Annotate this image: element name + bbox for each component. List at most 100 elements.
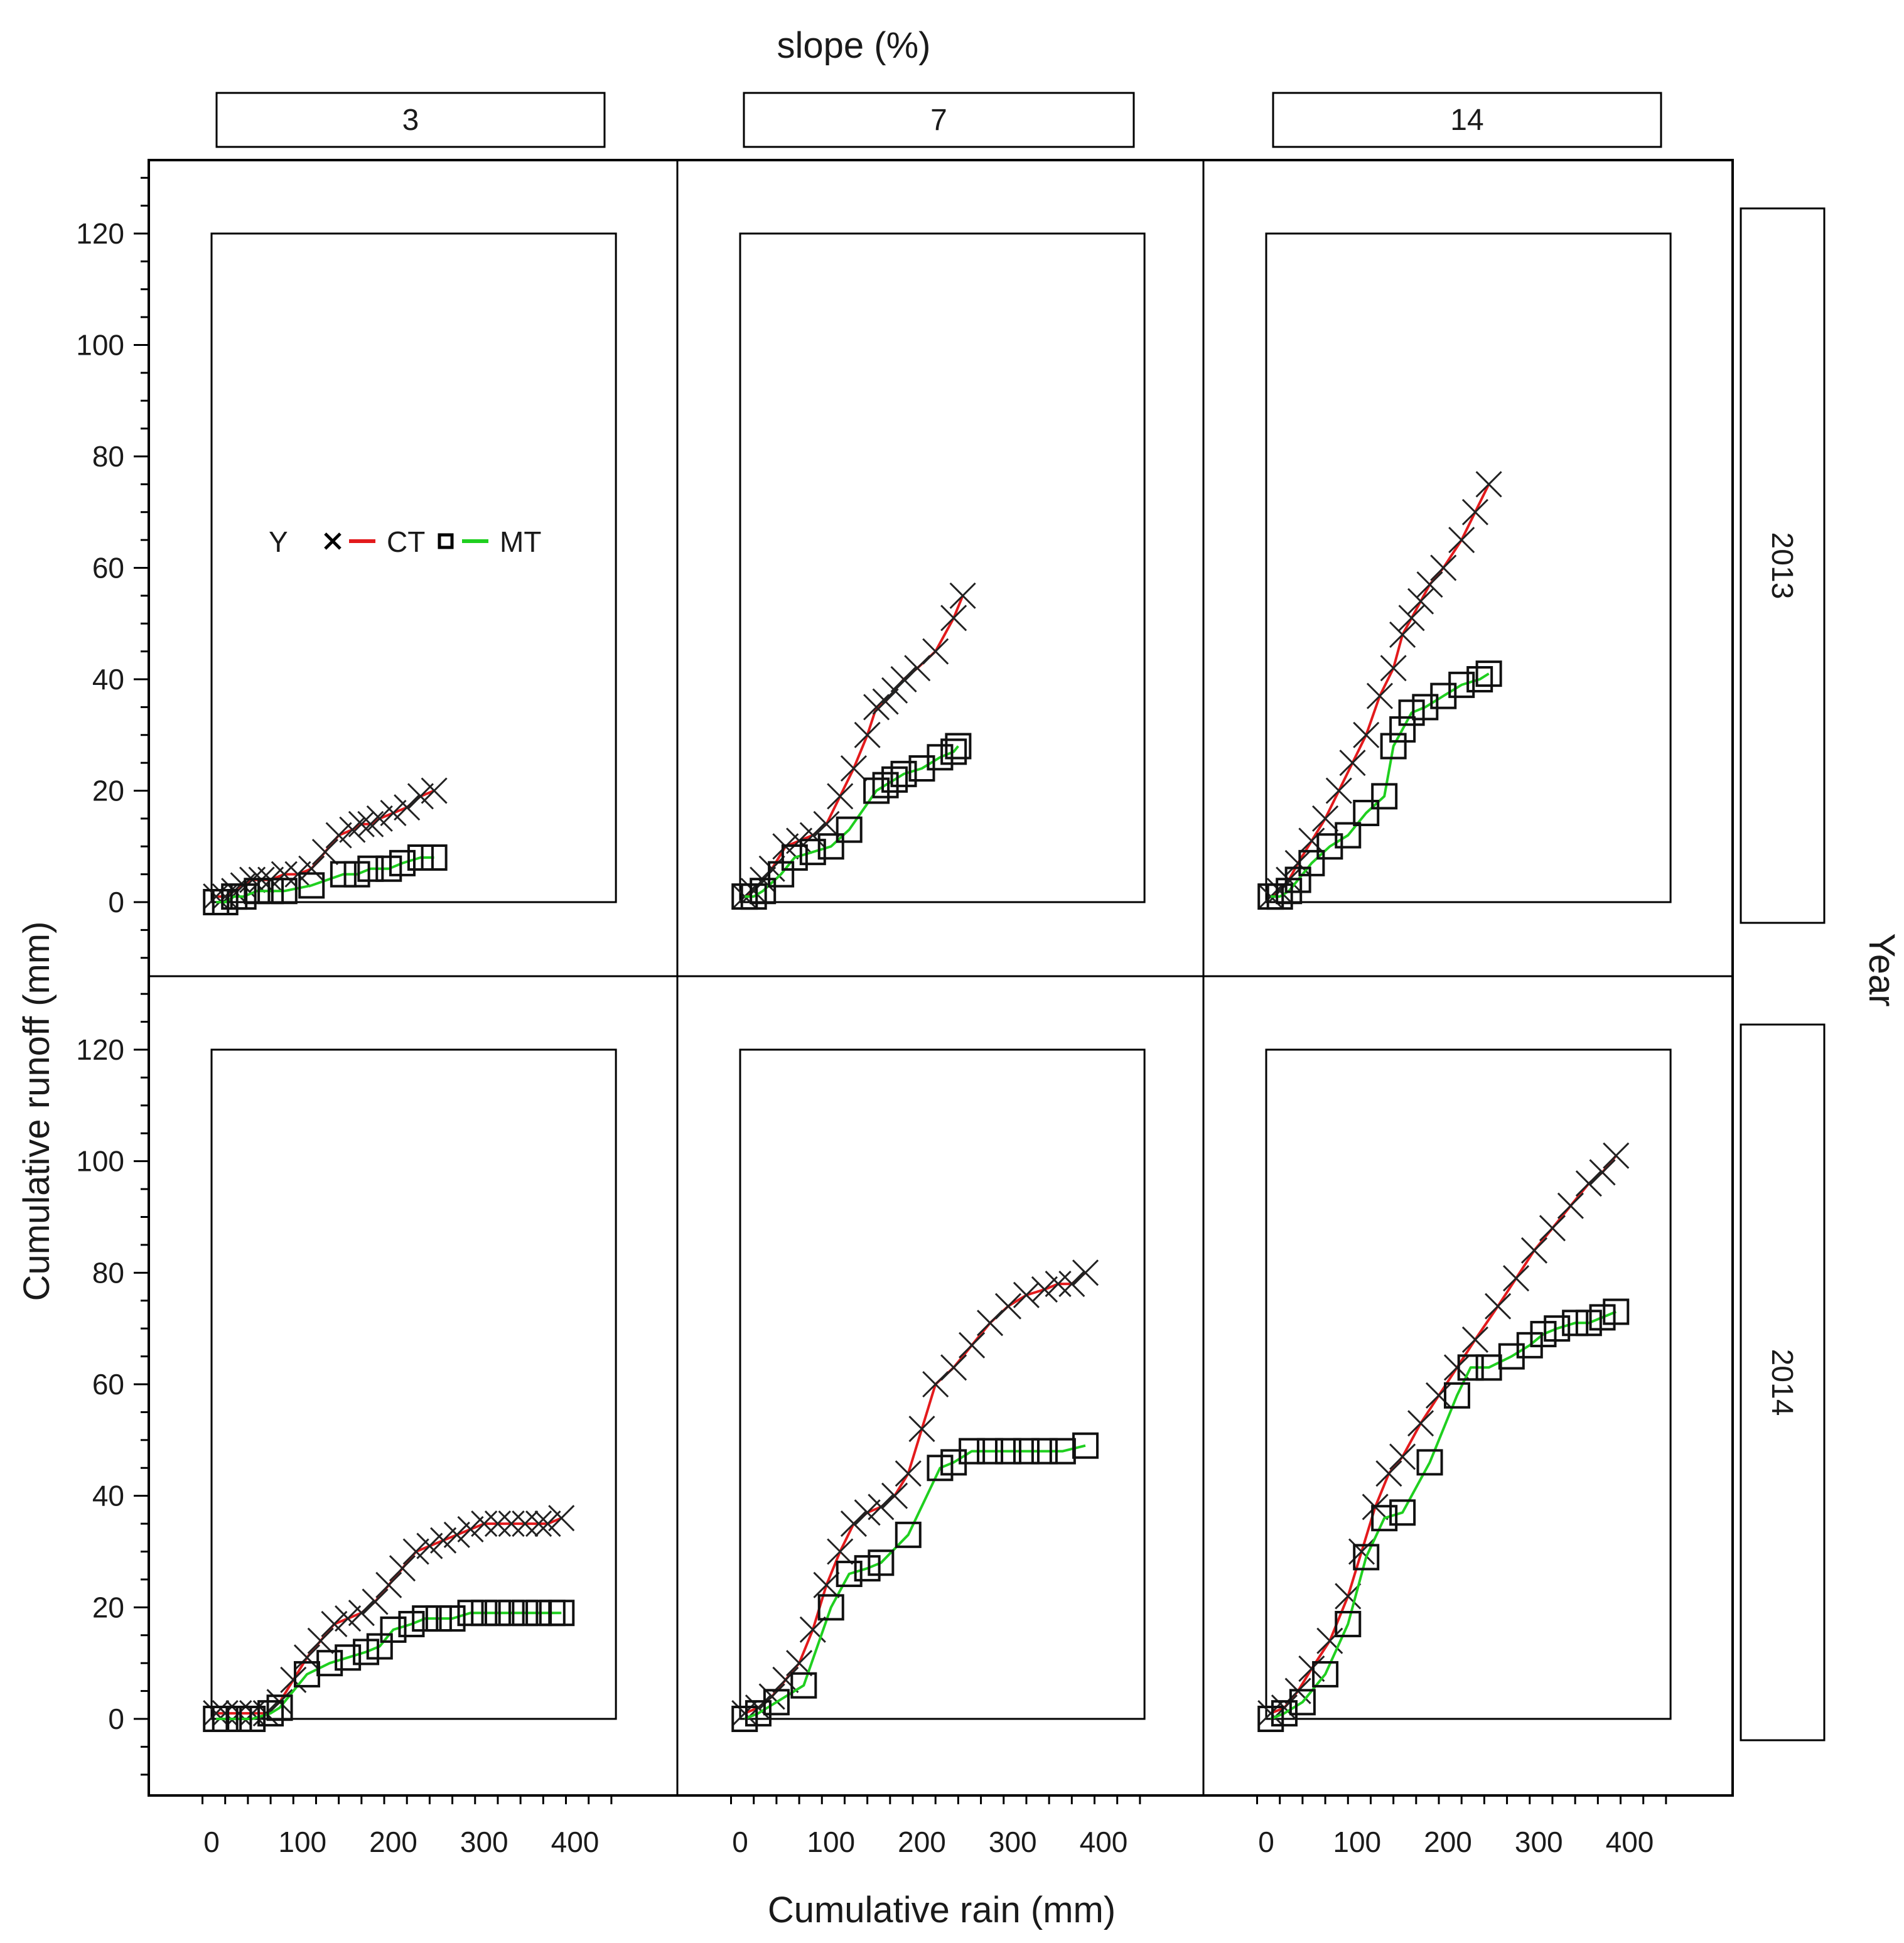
mt-marker: [768, 861, 795, 888]
ct-marker: [1316, 1627, 1343, 1654]
x-tick-label: 0: [203, 1826, 220, 1858]
ct-marker-stroke: [534, 1510, 561, 1537]
ct-marker: [908, 1416, 935, 1443]
ct-marker: [498, 1510, 525, 1537]
ct-marker-stroke: [1425, 1382, 1453, 1409]
ct-marker: [994, 1293, 1022, 1320]
mt-marker: [343, 861, 370, 888]
mt-marker: [398, 1610, 425, 1637]
ct-marker: [840, 755, 867, 782]
ct-marker-stroke: [1407, 588, 1434, 615]
ct-marker-stroke: [335, 1605, 362, 1632]
ct-marker-stroke: [1366, 682, 1393, 709]
mt-marker: [1353, 800, 1380, 826]
mt-marker: [412, 1605, 439, 1632]
ct-marker-stroke: [813, 810, 840, 837]
ct-marker: [484, 1510, 512, 1537]
mt-marker: [927, 1455, 954, 1482]
ct-marker-stroke: [731, 1700, 758, 1727]
mt-marker: [1031, 1438, 1058, 1465]
ct-marker-stroke: [212, 1700, 239, 1727]
ct-marker: [1416, 571, 1443, 598]
mt-marker: [353, 1639, 380, 1666]
ct-marker-stroke: [758, 855, 785, 882]
ct-marker: [203, 1700, 230, 1727]
ct-marker: [443, 1521, 470, 1548]
mt-marker: [836, 816, 863, 843]
ct-marker: [1603, 1142, 1630, 1169]
y-tick-label: 80: [92, 1256, 124, 1289]
ct-marker-stroke: [1045, 1271, 1072, 1298]
ct-marker-stroke: [890, 665, 917, 693]
x-tick-label: 400: [551, 1826, 600, 1858]
column-strip-label: 14: [1450, 104, 1483, 137]
ct-marker-stroke: [827, 783, 854, 810]
ct-marker: [840, 1510, 867, 1537]
ct-marker: [881, 677, 908, 704]
ct-marker: [758, 855, 785, 882]
ct-marker: [772, 1666, 799, 1693]
ct-marker: [1266, 878, 1293, 905]
ct-marker: [421, 777, 448, 804]
mt-marker: [375, 855, 402, 882]
ct-marker: [1389, 621, 1416, 649]
column-strip-label: 7: [930, 104, 947, 137]
ct-marker-stroke: [868, 1494, 895, 1520]
ct-marker-stroke: [1266, 878, 1293, 905]
ct-marker: [430, 1527, 457, 1554]
mt-marker: [484, 1600, 511, 1627]
mt-marker: [1380, 733, 1407, 760]
ct-marker: [203, 883, 230, 910]
column-strip: [1272, 92, 1662, 148]
ct-marker-stroke: [484, 1510, 512, 1537]
mt-marker: [740, 883, 767, 910]
legend: Y CT MT: [269, 525, 541, 558]
ct-marker: [339, 816, 366, 843]
ct-marker-stroke: [298, 855, 325, 882]
ct-marker: [271, 861, 298, 888]
ct-marker: [872, 688, 899, 715]
x-tick-label: 200: [369, 1826, 417, 1858]
ct-marker: [380, 799, 407, 827]
ct-marker: [357, 810, 384, 837]
mt-marker: [1389, 1499, 1416, 1526]
ct-marker-stroke: [1407, 1410, 1434, 1437]
ct-marker-stroke: [307, 1627, 334, 1654]
row-strip-label: 2013: [1765, 532, 1799, 600]
mt-marker: [940, 738, 967, 765]
mt-marker: [890, 760, 917, 787]
legend-title: Y: [269, 525, 288, 558]
mt-marker: [817, 1594, 844, 1621]
mt-marker: [244, 878, 271, 905]
ct-marker-stroke: [940, 605, 967, 632]
ct-marker: [280, 1666, 307, 1693]
y-tick-label: 120: [76, 1033, 124, 1066]
ct-marker-stroke: [407, 783, 434, 810]
mt-marker: [1335, 1610, 1362, 1637]
series-line-mt: [1270, 1310, 1617, 1720]
ct-marker: [394, 794, 421, 821]
plot-frame: [148, 159, 1734, 1797]
ct-marker: [940, 605, 967, 632]
ct-marker: [827, 1538, 854, 1565]
x-tick-label: 300: [460, 1826, 508, 1858]
y-tick-label: 80: [92, 440, 124, 473]
mt-marker: [1457, 1354, 1484, 1381]
mt-marker: [836, 1561, 863, 1588]
mt-marker: [230, 883, 257, 910]
row-strip: [1740, 1023, 1826, 1741]
ct-marker-stroke: [380, 799, 407, 827]
ct-marker-stroke: [225, 1700, 252, 1727]
ct-marker-stroke: [1603, 1142, 1630, 1169]
ct-marker: [375, 1571, 402, 1598]
ct-marker-stroke: [895, 1460, 922, 1487]
panel-2013-slope-14: [1257, 471, 1502, 910]
ct-marker-stroke: [1416, 571, 1443, 598]
ct-marker-stroke: [325, 822, 352, 849]
ct-marker: [1461, 1326, 1488, 1353]
ct-marker: [854, 721, 881, 748]
mt-marker: [357, 855, 384, 882]
series-line-mt: [744, 1444, 1086, 1720]
